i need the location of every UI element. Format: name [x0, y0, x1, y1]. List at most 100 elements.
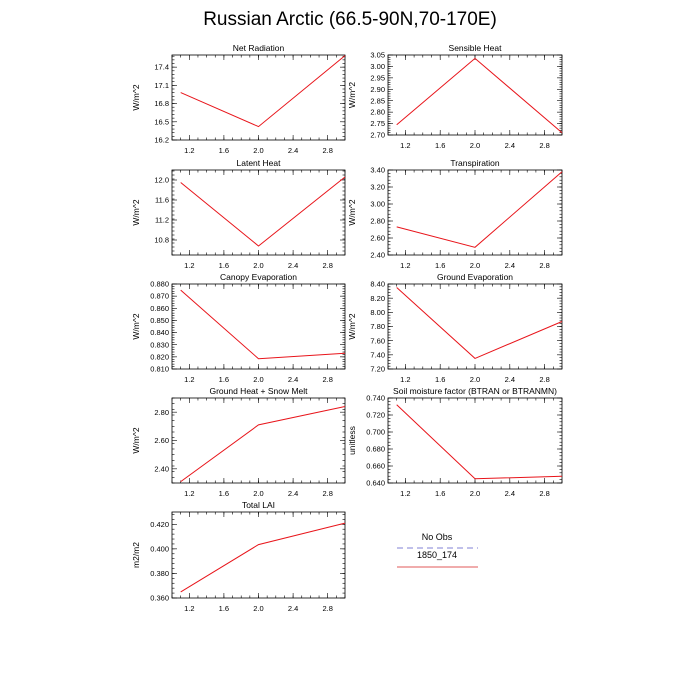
series-line: [180, 55, 346, 128]
x-tick-label: 1.2: [184, 604, 194, 613]
x-tick-label: 2.0: [470, 141, 480, 150]
x-tick-label: 2.0: [253, 375, 263, 384]
x-tick-label: 1.2: [400, 141, 410, 150]
y-tick-label: 0.820: [150, 352, 169, 361]
y-tick-label: 16.8: [154, 99, 169, 108]
x-tick-label: 2.0: [470, 489, 480, 498]
chart-panel-7: 1.2 1.6 2.0 2.4 2.8 2.40 2.60 2.80 W/m^2 Ground H…: [131, 386, 346, 498]
plot-frame: [171, 169, 346, 256]
y-tick-label: 8.20: [370, 294, 385, 303]
series-line: [396, 287, 563, 359]
series-line: [180, 176, 346, 247]
x-tick-label: 2.8: [322, 489, 332, 498]
y-tick-label: 2.85: [370, 96, 385, 105]
y-tick-label: 0.860: [150, 304, 169, 313]
chart-panel-6: 1.2 1.6 2.0 2.4 2.8 7.20 7.40 7.60 7.80 8.00 8.20 8…: [347, 272, 563, 384]
y-tick-label: 2.80: [370, 217, 385, 226]
plot-frame: [171, 54, 346, 141]
series-line: [396, 404, 563, 480]
plot-frame: [387, 397, 563, 484]
y-tick-label: 7.60: [370, 336, 385, 345]
chart-panel-5: 1.2 1.6 2.0 2.4 2.8 0.810 0.820 0.830 0.840 0.850…: [131, 272, 346, 384]
chart-title: Latent Heat: [237, 158, 282, 168]
chart-panel-4: 1.2 1.6 2.0 2.4 2.8 2.40 2.60 2.80 3.00 3.20 3.40 W…: [347, 158, 563, 270]
page-title: Russian Arctic (66.5-90N,70-170E): [203, 9, 497, 30]
chart-panel-9: 1.2 1.6 2.0 2.4 2.8 0.360 0.380 0.400 0.420 m2/m2…: [131, 500, 346, 613]
chart-title: Sensible Heat: [449, 43, 503, 53]
y-tick-label: 8.00: [370, 308, 385, 317]
y-tick-label: 11.6: [155, 196, 169, 205]
legend-label: 1850_174: [417, 550, 457, 560]
y-tick-label: 12.0: [154, 176, 169, 185]
y-tick-label: 3.40: [370, 166, 385, 175]
y-tick-label: 2.60: [154, 436, 169, 445]
series-line: [396, 57, 563, 134]
plot-frame: [387, 54, 563, 136]
chart-panel-3: 1.2 1.6 2.0 2.4 2.8 10.8 11.2 11.6 12.0 W/m^2 Late…: [131, 158, 346, 270]
y-tick-label: 2.75: [370, 119, 385, 128]
chart-title: Ground Heat + Snow Melt: [209, 386, 308, 396]
y-tick-label: 7.40: [370, 350, 385, 359]
chart-title: Soil moisture factor (BTRAN or BTRANMN): [393, 386, 557, 396]
y-tick-label: 0.870: [150, 292, 169, 301]
x-tick-label: 2.0: [470, 261, 480, 270]
series-line: [180, 522, 346, 593]
y-tick-label: 3.05: [370, 51, 385, 60]
y-tick-label: 16.5: [154, 117, 169, 126]
y-tick-label: 0.830: [150, 340, 169, 349]
y-tick-label: 2.70: [370, 131, 385, 140]
y-tick-label: 0.400: [150, 544, 169, 553]
series-line: [396, 171, 563, 248]
chart-title: Ground Evaporation: [437, 272, 513, 282]
y-tick-label: 7.20: [370, 365, 385, 374]
legend-label: No Obs: [422, 532, 453, 542]
y-tick-label: 0.380: [150, 569, 169, 578]
plot-frame: [171, 397, 346, 484]
x-tick-label: 2.0: [253, 261, 263, 270]
x-tick-label: 2.8: [539, 141, 549, 150]
x-tick-label: 2.8: [539, 489, 549, 498]
x-tick-label: 2.4: [288, 489, 298, 498]
y-tick-label: 0.680: [366, 445, 385, 454]
x-tick-label: 2.0: [253, 604, 263, 613]
x-tick-label: 1.2: [184, 489, 194, 498]
x-tick-label: 2.8: [322, 604, 332, 613]
x-tick-label: 2.4: [288, 146, 298, 155]
y-tick-label: 2.60: [370, 234, 385, 243]
y-tick-label: 17.4: [154, 63, 169, 72]
y-tick-label: 0.700: [366, 428, 385, 437]
y-tick-label: 3.00: [370, 62, 385, 71]
y-tick-label: 0.740: [366, 394, 385, 403]
x-tick-label: 1.6: [435, 141, 445, 150]
x-tick-label: 1.6: [219, 489, 229, 498]
x-tick-label: 1.6: [219, 261, 229, 270]
y-tick-label: 3.20: [370, 183, 385, 192]
y-axis-label: unitless: [347, 426, 357, 455]
x-tick-label: 1.2: [400, 261, 410, 270]
x-tick-label: 2.0: [253, 489, 263, 498]
y-tick-label: 2.40: [370, 251, 385, 260]
y-tick-label: 2.80: [370, 108, 385, 117]
x-tick-label: 1.6: [219, 146, 229, 155]
x-tick-label: 2.8: [539, 261, 549, 270]
chart-title: Transpiration: [450, 158, 500, 168]
x-tick-label: 1.2: [184, 375, 194, 384]
x-tick-label: 2.4: [505, 261, 515, 270]
y-tick-label: 0.850: [150, 316, 169, 325]
y-tick-label: 16.2: [154, 136, 169, 145]
x-tick-label: 2.4: [505, 141, 515, 150]
y-tick-label: 2.90: [370, 85, 385, 94]
y-tick-label: 0.660: [366, 462, 385, 471]
y-tick-label: 11.2: [155, 216, 169, 225]
chart-title: Total LAI: [242, 500, 275, 510]
y-tick-label: 3.00: [370, 200, 385, 209]
y-axis-label: m2/m2: [131, 542, 141, 568]
y-axis-label: W/m^2: [131, 313, 141, 339]
chart-title: Net Radiation: [233, 43, 285, 53]
series-line: [180, 406, 346, 483]
x-tick-label: 2.0: [470, 375, 480, 384]
chart-panel-2: 1.2 1.6 2.0 2.4 2.8 2.70 2.75 2.80 2.85 2.90 2.95 3…: [347, 43, 563, 150]
x-tick-label: 2.4: [288, 375, 298, 384]
x-tick-label: 2.8: [322, 146, 332, 155]
